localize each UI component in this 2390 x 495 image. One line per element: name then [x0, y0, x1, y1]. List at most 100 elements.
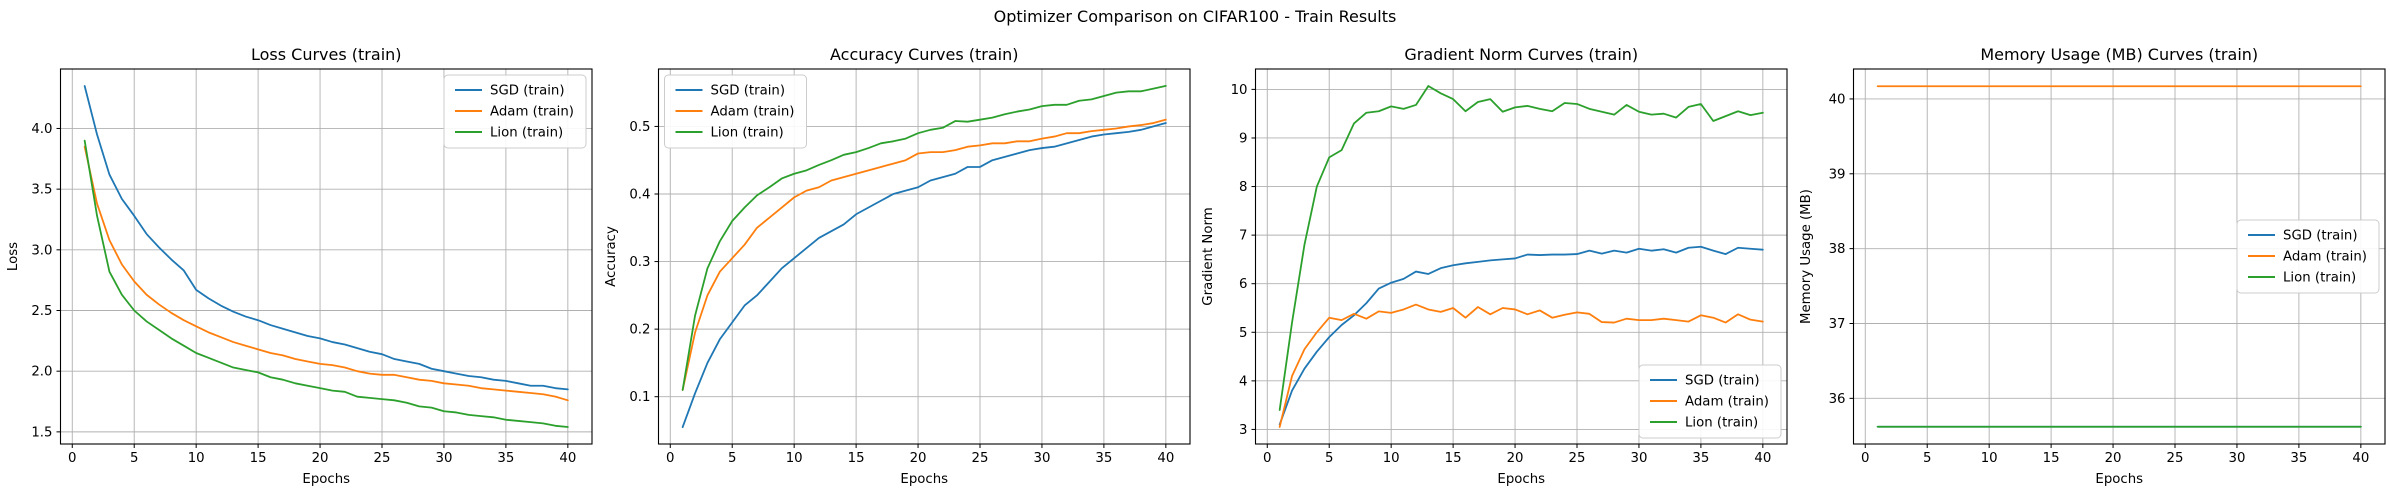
y-tick-label: 37	[1828, 317, 1845, 332]
grid-lines	[658, 69, 1190, 444]
x-axis-label: Epochs	[900, 472, 948, 487]
x-tick-label: 40	[559, 451, 576, 466]
y-tick-label: 0.1	[629, 390, 650, 405]
x-axis-label: Epochs	[2095, 472, 2143, 487]
x-tick-label: 30	[1630, 451, 1647, 466]
chart-title: Accuracy Curves (train)	[830, 45, 1018, 64]
x-tick-label: 5	[727, 451, 735, 466]
series-line-adam-train	[1278, 303, 1764, 428]
y-tick-label: 39	[1828, 167, 1845, 182]
chart-title: Gradient Norm Curves (train)	[1404, 45, 1638, 64]
y-tick-label: 4	[1239, 374, 1247, 389]
legend: SGD (train) Adam (train) Lion (train)	[443, 74, 587, 149]
y-axis-label: Gradient Norm	[1201, 207, 1216, 305]
y-tick-label: 7	[1239, 229, 1247, 244]
x-tick-label: 35	[1692, 451, 1709, 466]
legend-label-lion-train: Lion (train)	[710, 126, 783, 141]
series-line-sgd-train	[681, 122, 1167, 429]
legend-label-lion-train: Lion (train)	[2283, 271, 2356, 286]
legend-label-sgd-train: SGD (train)	[2283, 229, 2358, 244]
x-tick-label: 35	[1095, 451, 1112, 466]
legend-box	[443, 74, 587, 149]
x-tick-label: 40	[1157, 451, 1174, 466]
y-tick-label: 3	[1239, 423, 1247, 438]
subplot-memory-usage-curves: 0 5 10 15 20 25 30 35 40 36 37 38 39 40 Memory Usage (…	[1799, 45, 2386, 487]
axes-border	[657, 68, 1191, 445]
x-tick-label: 0	[666, 451, 674, 466]
series-line-sgd-train	[83, 85, 569, 391]
y-tick-label: 3.5	[31, 183, 52, 198]
x-axis-label: Epochs	[302, 472, 350, 487]
x-tick-label: 40	[1754, 451, 1771, 466]
x-tick-label: 20	[1507, 451, 1524, 466]
legend-box	[663, 74, 807, 149]
y-tick-label: 36	[1828, 392, 1845, 407]
y-tick-label: 10	[1231, 83, 1248, 98]
x-axis-label: Epochs	[1497, 472, 1545, 487]
y-axis-label: Memory Usage (MB)	[1799, 189, 1814, 324]
axis-ticks: 0 5 10 15 20 25 30 35 40 3 4 5 6 7 8 9 10	[1231, 83, 1772, 466]
subplot-accuracy-curves: 0 5 10 15 20 25 30 35 40 0.1 0.2 0.3 0.4 0.5 Accuracy …	[604, 45, 1191, 487]
series-line-lion-train	[681, 84, 1167, 391]
y-tick-label: 9	[1239, 131, 1247, 146]
legend-label-sgd-train: SGD (train)	[1685, 374, 1760, 389]
legend-label-lion-train: Lion (train)	[490, 126, 563, 141]
axis-ticks: 0 5 10 15 20 25 30 35 40 0.1 0.2 0.3 0.4 0.5	[629, 120, 1174, 466]
legend-label-adam-train: Adam (train)	[2283, 250, 2367, 265]
legend-label-sgd-train: SGD (train)	[490, 84, 565, 99]
y-tick-label: 6	[1239, 277, 1247, 292]
x-tick-label: 0	[1861, 451, 1869, 466]
x-tick-label: 10	[188, 451, 205, 466]
y-tick-label: 0.4	[629, 188, 650, 203]
y-tick-label: 0.2	[629, 323, 650, 338]
x-tick-label: 20	[312, 451, 329, 466]
x-tick-label: 40	[2352, 451, 2369, 466]
legend-label-adam-train: Adam (train)	[710, 105, 794, 120]
legend-label-lion-train: Lion (train)	[1685, 416, 1758, 431]
grid-lines	[60, 69, 592, 444]
x-tick-label: 20	[2104, 451, 2121, 466]
x-tick-label: 10	[1383, 451, 1400, 466]
legend-box	[2236, 219, 2379, 294]
y-tick-label: 2.0	[31, 365, 52, 380]
y-tick-label: 38	[1828, 242, 1845, 257]
x-tick-label: 25	[374, 451, 391, 466]
legend-label-sgd-train: SGD (train)	[710, 84, 785, 99]
y-tick-label: 3.0	[31, 243, 52, 258]
x-tick-label: 25	[971, 451, 988, 466]
y-tick-label: 1.5	[31, 425, 52, 440]
x-tick-label: 20	[909, 451, 926, 466]
series-line-lion-train	[1278, 85, 1764, 411]
y-tick-label: 0.3	[629, 255, 650, 270]
x-tick-label: 5	[130, 451, 138, 466]
x-tick-label: 10	[785, 451, 802, 466]
series-line-adam-train	[83, 145, 569, 402]
series-line-sgd-train	[1278, 245, 1764, 426]
legend: SGD (train) Adam (train) Lion (train)	[663, 74, 807, 149]
subplot-loss-curves: 0 5 10 15 20 25 30 35 40 1.5 2.0 2.5 3.0 3.5 4.0 Loss C…	[6, 45, 593, 487]
x-tick-label: 30	[1033, 451, 1050, 466]
axes-border	[1254, 68, 1788, 445]
x-tick-label: 35	[497, 451, 514, 466]
x-tick-label: 0	[68, 451, 76, 466]
series-line-lion-train	[83, 139, 569, 428]
y-tick-label: 40	[1828, 92, 1845, 107]
legend-label-adam-train: Adam (train)	[490, 105, 574, 120]
subplot-gradient-norm-curves: 0 5 10 15 20 25 30 35 40 3 4 5 6 7 8 9 10 Gradient Norm C…	[1201, 45, 1788, 487]
series-line-adam-train	[681, 118, 1167, 391]
figure-title: Optimizer Comparison on CIFAR100 - Train…	[993, 7, 1397, 26]
x-tick-label: 15	[1445, 451, 1462, 466]
y-tick-label: 8	[1239, 180, 1247, 195]
x-tick-label: 25	[2166, 451, 2183, 466]
chart-title: Loss Curves (train)	[251, 45, 402, 64]
axes-border	[59, 68, 593, 445]
legend: SGD (train) Adam (train) Lion (train)	[1638, 364, 1782, 439]
y-axis-label: Loss	[6, 242, 21, 271]
legend-label-adam-train: Adam (train)	[1685, 395, 1769, 410]
x-tick-label: 15	[847, 451, 864, 466]
axis-ticks: 0 5 10 15 20 25 30 35 40 36 37 38 39 40	[1828, 92, 2369, 466]
x-tick-label: 15	[250, 451, 267, 466]
legend: SGD (train) Adam (train) Lion (train)	[2236, 219, 2379, 294]
